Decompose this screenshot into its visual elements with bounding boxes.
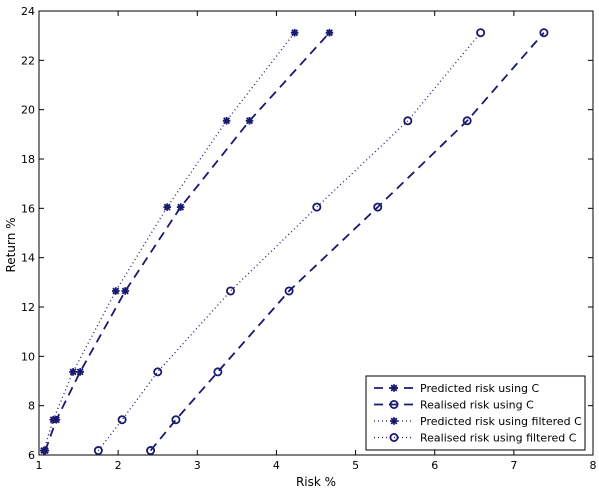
- series-line: [44, 32, 331, 451]
- legend-marker: [390, 417, 398, 425]
- legend-marker: [390, 384, 398, 392]
- y-tick-label: 18: [21, 153, 35, 166]
- x-tick-label: 3: [194, 459, 201, 472]
- data-point: [93, 446, 103, 456]
- y-tick-label: 6: [28, 449, 35, 462]
- x-tick-label: 8: [590, 459, 597, 472]
- legend: Predicted risk using C Realised risk usin…: [365, 375, 586, 451]
- data-point: [373, 202, 383, 212]
- data-point: [171, 415, 181, 425]
- y-tick-label: 14: [21, 252, 35, 265]
- legend-label: Realised risk using C: [420, 399, 534, 412]
- data-point: [117, 415, 127, 425]
- y-tick-label: 20: [21, 104, 35, 117]
- legend-marker: [389, 399, 399, 409]
- y-tick-label: 16: [21, 202, 35, 215]
- legend-item: Predicted risk using C: [374, 382, 540, 395]
- data-point: [146, 446, 156, 456]
- legend-marker: [389, 432, 399, 442]
- series-2: [146, 28, 549, 456]
- data-point: [403, 116, 413, 126]
- data-point: [226, 286, 236, 296]
- y-tick-label: 12: [21, 301, 35, 314]
- y-tick-label: 8: [28, 400, 35, 413]
- data-point: [69, 368, 77, 376]
- y-tick-label: 24: [21, 5, 35, 18]
- x-tick-label: 4: [273, 459, 280, 472]
- series-1: [41, 28, 334, 455]
- x-tick-label: 5: [352, 459, 359, 472]
- data-point: [476, 28, 486, 38]
- y-axis-label: Return %: [4, 217, 18, 272]
- series-4: [93, 28, 486, 456]
- y-tick-label: 10: [21, 350, 35, 363]
- legend-label: Predicted risk using C: [420, 382, 540, 395]
- x-tick-label: 7: [510, 459, 517, 472]
- legend-item: Realised risk using C: [374, 399, 534, 412]
- y-tick-label: 22: [21, 54, 35, 67]
- data-point: [39, 446, 48, 455]
- data-point: [284, 286, 294, 296]
- data-point: [245, 116, 254, 125]
- legend-item: Realised risk using filtered C: [374, 432, 577, 445]
- x-axis-label: Risk %: [296, 475, 336, 489]
- series-group: [39, 28, 549, 456]
- data-point: [111, 287, 120, 295]
- data-point: [462, 116, 472, 126]
- series-3: [39, 28, 299, 455]
- legend-label: Realised risk using filtered C: [420, 432, 577, 445]
- data-point: [290, 28, 299, 37]
- x-tick-label: 1: [36, 459, 43, 472]
- x-tick-label: 6: [431, 459, 438, 472]
- data-point: [176, 203, 185, 211]
- axes: [38, 10, 594, 456]
- data-point: [76, 368, 84, 376]
- data-point: [163, 203, 172, 211]
- data-point: [539, 28, 549, 38]
- data-point: [49, 415, 58, 424]
- data-point: [312, 202, 322, 212]
- data-point: [153, 367, 163, 377]
- x-tick-label: 2: [115, 459, 122, 472]
- data-point: [121, 287, 130, 295]
- data-point: [213, 367, 223, 377]
- legend-item: Predicted risk using filtered C: [374, 415, 582, 428]
- data-point: [222, 116, 231, 125]
- series-line: [149, 32, 545, 452]
- series-line: [43, 32, 296, 451]
- data-point: [325, 28, 334, 37]
- legend-label: Predicted risk using filtered C: [420, 415, 582, 428]
- plot-frame: [38, 10, 594, 456]
